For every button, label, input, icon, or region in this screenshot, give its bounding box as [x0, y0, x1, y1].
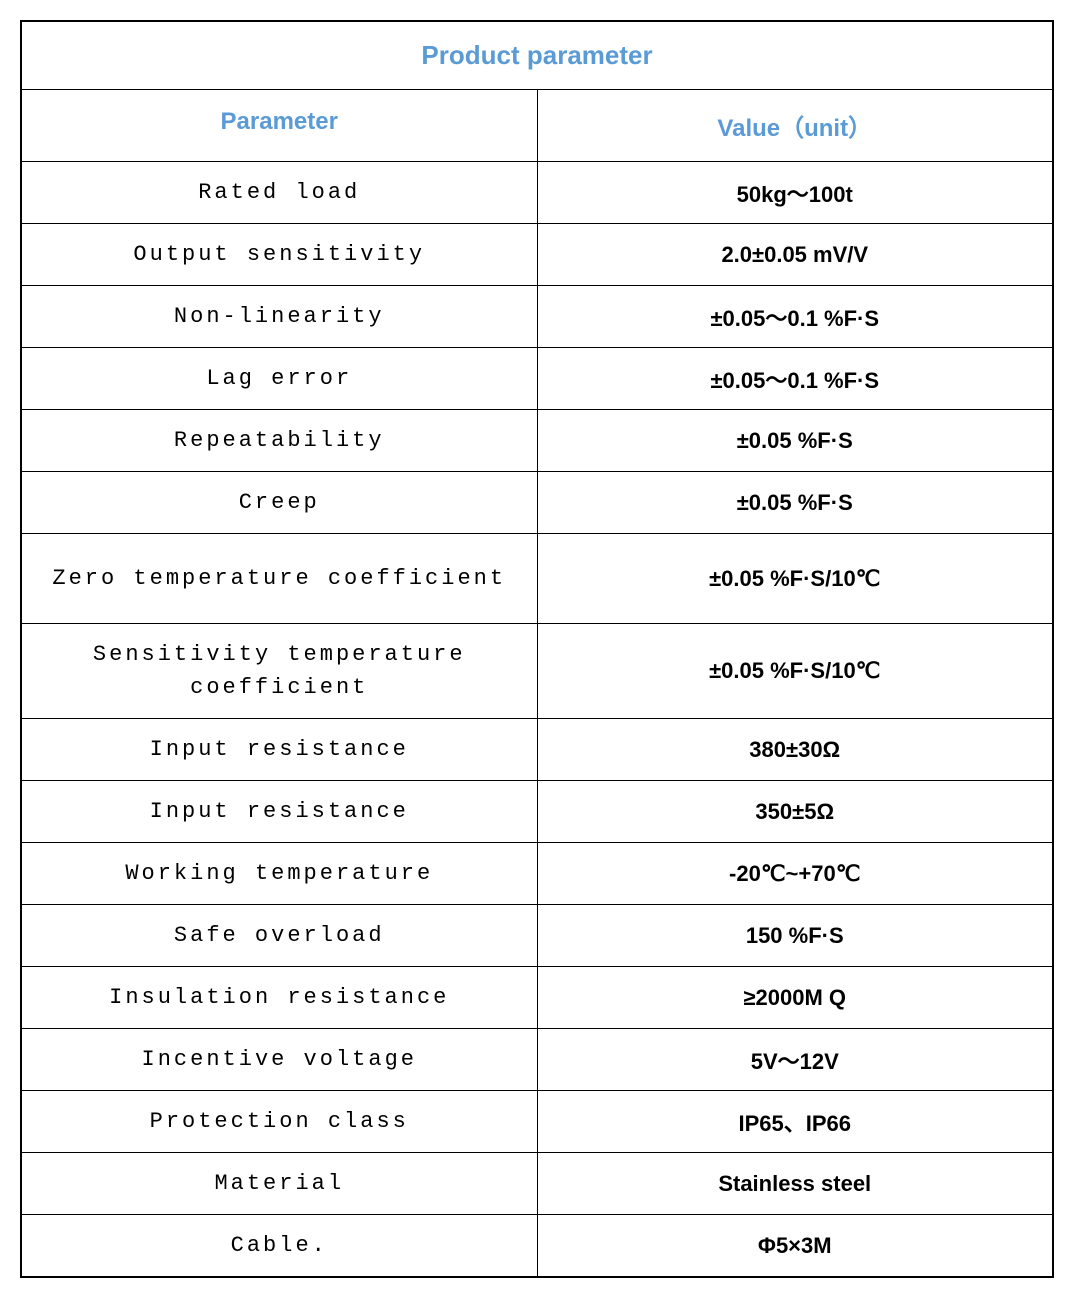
- param-cell: Creep: [22, 472, 538, 533]
- value-cell: ±0.05 %F·S: [538, 410, 1053, 471]
- table-row: Creep±0.05 %F·S: [22, 472, 1052, 534]
- table-header-row: Parameter Value（unit）: [22, 90, 1052, 162]
- value-cell: 150 %F·S: [538, 905, 1053, 966]
- param-cell: Protection class: [22, 1091, 538, 1152]
- param-cell: Insulation resistance: [22, 967, 538, 1028]
- table-row: Protection classIP65、IP66: [22, 1091, 1052, 1153]
- value-cell: 50kg～100t: [538, 162, 1053, 223]
- param-cell: Input resistance: [22, 719, 538, 780]
- value-cell: 2.0±0.05 mV/V: [538, 224, 1053, 285]
- table-row: Zero temperature coefficient±0.05 %F·S/1…: [22, 534, 1052, 624]
- param-cell: Non-linearity: [22, 286, 538, 347]
- value-cell: 380±30Ω: [538, 719, 1053, 780]
- value-cell: -20℃~+70℃: [538, 843, 1053, 904]
- header-value: Value（unit）: [538, 90, 1053, 161]
- value-cell: ±0.05～0.1 %F·S: [538, 348, 1053, 409]
- value-cell: ±0.05 %F·S/10℃: [538, 624, 1053, 718]
- table-row: Non-linearity±0.05～0.1 %F·S: [22, 286, 1052, 348]
- param-cell: Output sensitivity: [22, 224, 538, 285]
- param-cell: Working temperature: [22, 843, 538, 904]
- param-cell: Incentive voltage: [22, 1029, 538, 1090]
- table-row: Cable.Φ5×3M: [22, 1215, 1052, 1276]
- value-cell: IP65、IP66: [538, 1091, 1053, 1152]
- table-body: Rated load50kg～100tOutput sensitivity2.0…: [22, 162, 1052, 1276]
- value-cell: 350±5Ω: [538, 781, 1053, 842]
- table-row: Lag error±0.05～0.1 %F·S: [22, 348, 1052, 410]
- table-row: Incentive voltage5V～12V: [22, 1029, 1052, 1091]
- param-cell: Cable.: [22, 1215, 538, 1276]
- value-cell: Stainless steel: [538, 1153, 1053, 1214]
- param-cell: Repeatability: [22, 410, 538, 471]
- value-cell: 5V～12V: [538, 1029, 1053, 1090]
- table-row: Input resistance350±5Ω: [22, 781, 1052, 843]
- table-row: Output sensitivity2.0±0.05 mV/V: [22, 224, 1052, 286]
- table-row: Repeatability±0.05 %F·S: [22, 410, 1052, 472]
- param-cell: Material: [22, 1153, 538, 1214]
- param-cell: Safe overload: [22, 905, 538, 966]
- table-row: Input resistance380±30Ω: [22, 719, 1052, 781]
- param-cell: Sensitivity temperature coefficient: [22, 624, 538, 718]
- param-cell: Input resistance: [22, 781, 538, 842]
- param-cell: Rated load: [22, 162, 538, 223]
- parameter-table: Product parameter Parameter Value（unit） …: [20, 20, 1054, 1278]
- table-row: Insulation resistance≥2000M Q: [22, 967, 1052, 1029]
- value-cell: ±0.05 %F·S: [538, 472, 1053, 533]
- value-cell: ±0.05 %F·S/10℃: [538, 534, 1053, 623]
- table-row: Sensitivity temperature coefficient±0.05…: [22, 624, 1052, 719]
- value-cell: ≥2000M Q: [538, 967, 1053, 1028]
- param-cell: Lag error: [22, 348, 538, 409]
- value-cell: Φ5×3M: [538, 1215, 1053, 1276]
- table-row: Rated load50kg～100t: [22, 162, 1052, 224]
- header-parameter: Parameter: [22, 90, 538, 161]
- param-cell: Zero temperature coefficient: [22, 534, 538, 623]
- value-cell: ±0.05～0.1 %F·S: [538, 286, 1053, 347]
- table-row: Safe overload150 %F·S: [22, 905, 1052, 967]
- table-title: Product parameter: [22, 22, 1052, 90]
- table-row: Working temperature-20℃~+70℃: [22, 843, 1052, 905]
